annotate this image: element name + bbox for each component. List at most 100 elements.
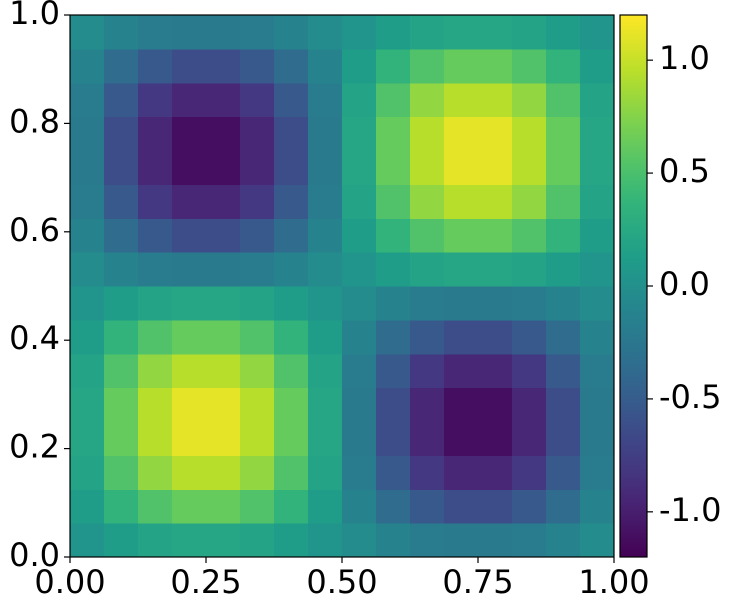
heatmap-cell	[138, 489, 173, 524]
heatmap-cell	[104, 455, 139, 490]
heatmap-cell	[410, 319, 445, 355]
heatmap-cell	[70, 252, 105, 287]
heatmap-cell	[138, 421, 173, 456]
heatmap-cell	[274, 455, 309, 490]
heatmap-cell	[444, 82, 479, 118]
heatmap-cell	[376, 523, 411, 558]
heatmap-cell	[104, 286, 139, 321]
heatmap-cell	[376, 319, 411, 355]
heatmap-cell	[70, 184, 105, 219]
heatmap-cell	[580, 387, 615, 423]
heatmap-cell	[580, 150, 615, 185]
heatmap-cell	[342, 15, 377, 50]
heatmap-cell	[376, 218, 411, 253]
heatmap-cell	[206, 489, 241, 524]
heatmap-cell	[274, 218, 309, 253]
heatmap-cell	[512, 286, 547, 321]
heatmap-cell	[580, 116, 615, 152]
heatmap-cell	[546, 421, 581, 456]
heatmap-cell	[240, 489, 275, 524]
heatmap-cell	[240, 387, 275, 423]
heatmap-cell	[376, 82, 411, 118]
heatmap-cell	[308, 184, 343, 219]
heatmap-cell	[512, 150, 547, 185]
heatmap-cell	[274, 150, 309, 185]
heatmap-cell	[444, 523, 479, 558]
heatmap-cell	[512, 116, 547, 152]
heatmap-cell	[70, 387, 105, 423]
heatmap-cell	[138, 353, 173, 389]
heatmap-cell	[342, 523, 377, 558]
heatmap-cell	[512, 218, 547, 253]
colorbar-tick-label: -0.5	[659, 378, 721, 416]
heatmap-cell	[240, 523, 275, 558]
heatmap-cell	[546, 387, 581, 423]
heatmap-cell	[308, 116, 343, 152]
heatmap-cell	[274, 353, 309, 389]
heatmap-cell	[410, 150, 445, 185]
heatmap-cell	[70, 319, 105, 355]
heatmap-cell	[512, 523, 547, 558]
heatmap-cell	[172, 319, 207, 355]
heatmap-cell	[478, 353, 513, 389]
heatmap-cell	[478, 218, 513, 253]
heatmap-cell	[172, 218, 207, 253]
heatmap-cell	[376, 184, 411, 219]
heatmap-cell	[478, 387, 513, 423]
heatmap-cell	[444, 421, 479, 456]
heatmap-cell	[104, 150, 139, 185]
heatmap-cell	[274, 387, 309, 423]
heatmap-cell	[70, 353, 105, 389]
heatmap-cell	[546, 489, 581, 524]
heatmap-cell	[206, 252, 241, 287]
heatmap-cell	[512, 184, 547, 219]
heatmap-cell	[546, 82, 581, 118]
heatmap-cell	[104, 252, 139, 287]
heatmap-cell	[206, 15, 241, 50]
heatmap-cell	[104, 353, 139, 389]
heatmap-cell	[240, 421, 275, 456]
heatmap-cell	[274, 523, 309, 558]
heatmap-cell	[376, 489, 411, 524]
heatmap-cell	[240, 218, 275, 253]
heatmap-cell	[172, 15, 207, 50]
heatmap-cell	[206, 48, 241, 84]
heatmap-cell	[206, 150, 241, 185]
heatmap-cell	[512, 48, 547, 84]
heatmap-cell	[206, 353, 241, 389]
heatmap-cell	[410, 489, 445, 524]
heatmap-cell	[512, 387, 547, 423]
heatmap-cell	[478, 421, 513, 456]
colorbar-tick-label: -1.0	[659, 491, 721, 529]
heatmap-cell	[410, 286, 445, 321]
heatmap-cell	[444, 150, 479, 185]
heatmap-cell	[444, 48, 479, 84]
heatmap-cell	[70, 82, 105, 118]
heatmap-cell	[580, 319, 615, 355]
heatmap-cell	[70, 15, 105, 50]
heatmap-cell	[512, 15, 547, 50]
colorbar-tick-label: 0.5	[659, 152, 710, 190]
heatmap-cell	[342, 184, 377, 219]
y-tick-label: 0.6	[9, 211, 60, 249]
heatmap-cell	[342, 252, 377, 287]
heatmap-cell	[410, 523, 445, 558]
y-tick-label: 0.0	[9, 536, 60, 574]
heatmap-cell	[478, 15, 513, 50]
heatmap-cell	[240, 116, 275, 152]
heatmap-cell	[410, 387, 445, 423]
heatmap-cell	[580, 15, 615, 50]
heatmap-cell	[512, 489, 547, 524]
heatmap-cell	[138, 15, 173, 50]
heatmap-cell	[342, 116, 377, 152]
heatmap-cell	[308, 15, 343, 50]
heatmap-cell	[410, 184, 445, 219]
heatmap-cell	[444, 286, 479, 321]
heatmap-cell	[240, 150, 275, 185]
heatmap-cell	[70, 523, 105, 558]
x-tick-label: 0.75	[442, 563, 513, 601]
heatmap-cell	[580, 82, 615, 118]
heatmap-cell	[138, 523, 173, 558]
heatmap-cell	[410, 252, 445, 287]
heatmap-cell	[410, 116, 445, 152]
